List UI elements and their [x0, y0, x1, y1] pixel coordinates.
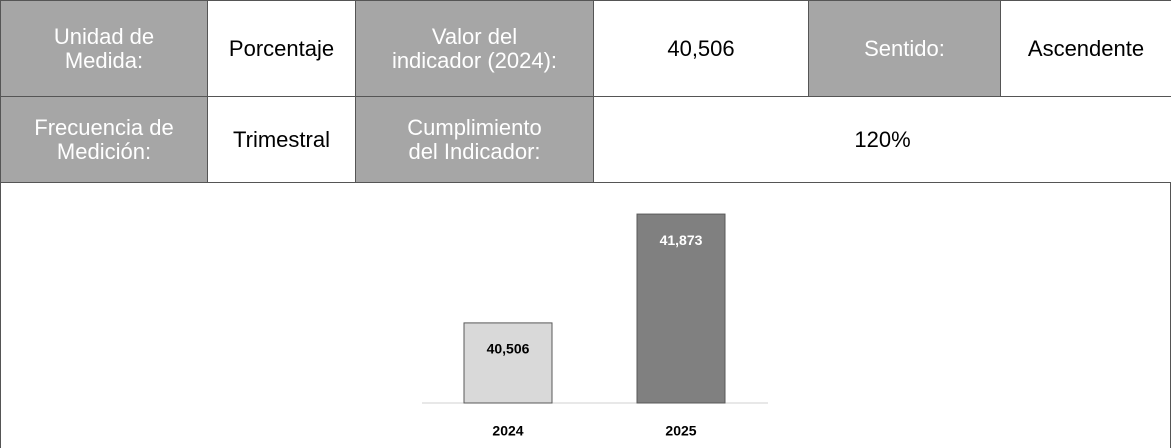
label-cell: Frecuencia de Medición:	[0, 96, 208, 183]
x-tick-label: 2025	[665, 423, 696, 439]
chart: 40,506 2024 41,873 2025	[422, 213, 768, 439]
value-cell: Porcentaje	[207, 0, 356, 97]
bar	[636, 213, 726, 404]
label-cell: Valor del indicador (2024):	[355, 0, 594, 97]
data-label: 41,873	[660, 232, 703, 248]
value-cell: 40,506	[593, 0, 809, 97]
label-cell: Unidad de Medida:	[0, 0, 208, 97]
x-tick-label: 2024	[492, 423, 523, 439]
bar	[463, 322, 553, 404]
label-cell: Cumplimiento del Indicador:	[355, 96, 594, 183]
value-cell: 120%	[593, 96, 1171, 183]
value-cell: Trimestral	[207, 96, 356, 183]
data-label: 40,506	[487, 341, 530, 357]
value-cell: Ascendente	[1000, 0, 1171, 97]
label-cell: Sentido:	[808, 0, 1001, 97]
